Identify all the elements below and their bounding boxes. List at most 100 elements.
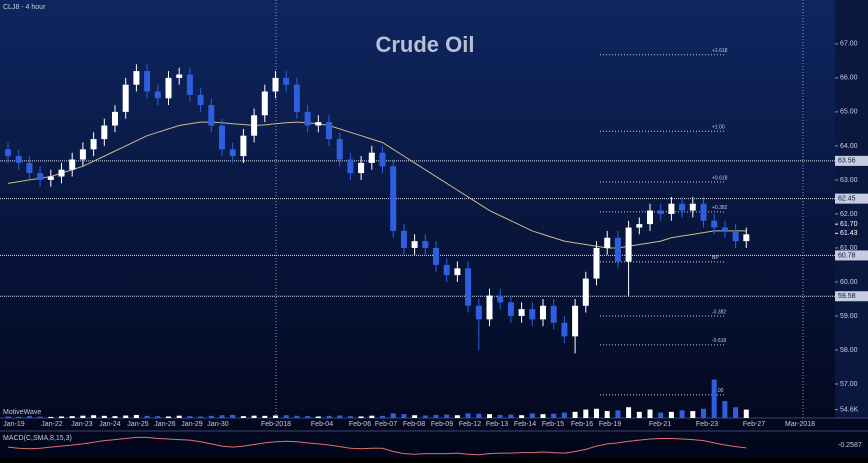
volume-bar <box>497 414 503 418</box>
candle-body <box>47 176 54 180</box>
x-tick-label: Feb-27 <box>743 421 765 428</box>
level-tag <box>835 291 868 302</box>
volume-bar <box>743 409 749 418</box>
x-tick-label: Feb-15 <box>542 421 564 428</box>
level-tag <box>835 193 868 204</box>
volume-bar <box>48 416 54 418</box>
volume-bar <box>572 411 578 418</box>
volume-bar <box>240 416 246 418</box>
candle-body <box>197 94 204 106</box>
candle-body <box>454 268 461 276</box>
volume-bar <box>454 415 460 418</box>
volume-bar <box>283 415 289 418</box>
level-label: 62.45 <box>838 195 856 202</box>
price-tag-label: 61.70 <box>840 221 858 228</box>
candle-body <box>37 173 44 180</box>
volume-bar <box>251 415 257 418</box>
candle-body <box>133 71 140 85</box>
symbol: CLJ8 - 4 hour <box>3 4 46 11</box>
candle-body <box>326 122 332 140</box>
candle-body <box>732 230 739 242</box>
y-tick-label: 62.00 <box>840 211 858 218</box>
candle-body <box>518 309 525 316</box>
x-tick-label: Feb-23 <box>696 421 718 428</box>
volume-bar <box>561 412 567 418</box>
candle-body <box>58 169 65 177</box>
candle-body <box>208 105 215 126</box>
x-tick-label: Jan-23 <box>71 421 93 428</box>
volume-bar <box>369 415 375 418</box>
candle-body <box>647 210 653 225</box>
volume-bar <box>647 409 653 418</box>
volume-bar <box>176 415 182 418</box>
price-axis <box>835 0 868 418</box>
volume-bar <box>465 413 471 418</box>
volume-bar <box>604 411 610 418</box>
level-label: 59.58 <box>838 293 856 300</box>
volume-tick-label: 54.6K <box>840 406 859 413</box>
volume-bar <box>262 415 268 418</box>
candle-body <box>486 295 493 320</box>
candle-body <box>465 268 472 306</box>
volume-bar <box>326 415 332 418</box>
x-tick-label: Feb-21 <box>649 421 671 428</box>
fib-label: +1.00 <box>712 125 725 131</box>
candle-body <box>304 111 311 126</box>
x-tick-label: Jan-22 <box>41 421 63 428</box>
volume-bar <box>347 416 353 418</box>
x-tick-label: Feb-16 <box>571 421 593 428</box>
volume-bar <box>615 410 621 418</box>
fib-label: -0.382 <box>712 309 726 315</box>
candle-body <box>679 203 686 211</box>
candle-body <box>721 227 728 231</box>
candle-body <box>507 302 514 316</box>
candle-body <box>186 74 193 95</box>
candle-body <box>529 309 536 320</box>
candle-body <box>422 241 429 248</box>
volume-bar <box>668 411 674 418</box>
candle-body <box>540 305 546 320</box>
volume-bar <box>583 409 589 418</box>
y-tick-label: 66.00 <box>840 75 858 82</box>
sma-line <box>7 121 747 249</box>
x-tick-label: Feb-04 <box>311 421 333 428</box>
volume-bar <box>166 416 171 418</box>
volume-bar <box>294 415 300 418</box>
volume-bar <box>508 414 514 418</box>
volume-bar <box>5 416 11 418</box>
candle-body <box>400 230 407 248</box>
candle-body <box>582 278 589 306</box>
y-tick-label: 65.00 <box>840 109 858 116</box>
candle-body <box>176 74 183 78</box>
volume-bar <box>80 415 86 418</box>
fib-label: -1.00 <box>712 388 724 394</box>
candle-body <box>443 264 450 276</box>
candle-body <box>411 241 418 248</box>
y-tick-label: 64.00 <box>840 143 858 150</box>
candle-body <box>711 220 718 228</box>
volume-bar <box>16 416 22 418</box>
volume-bar <box>144 415 150 418</box>
y-tick-label: 60.00 <box>840 279 858 286</box>
volume-bar <box>59 416 64 418</box>
candle-body <box>90 139 97 150</box>
candle-body <box>315 122 322 126</box>
volume-bar <box>230 414 236 418</box>
volume-bar <box>690 411 696 418</box>
candle-body <box>154 91 161 99</box>
candle-body <box>390 166 397 231</box>
y-tick-label: 67.00 <box>840 41 858 48</box>
volume-bar <box>540 414 546 418</box>
candle-body <box>240 135 247 157</box>
candle-body <box>593 247 600 279</box>
y-tick-label: 57.00 <box>840 381 858 388</box>
volume-bar <box>487 414 492 418</box>
x-tick-label: Feb-2018 <box>261 421 291 428</box>
volume-bar <box>37 416 43 418</box>
fib-label: BP <box>712 255 719 261</box>
volume-bar <box>390 413 396 418</box>
volume-bar <box>133 414 139 418</box>
x-tick-label: Feb-08 <box>403 421 425 428</box>
level-label: 60.78 <box>838 252 856 259</box>
